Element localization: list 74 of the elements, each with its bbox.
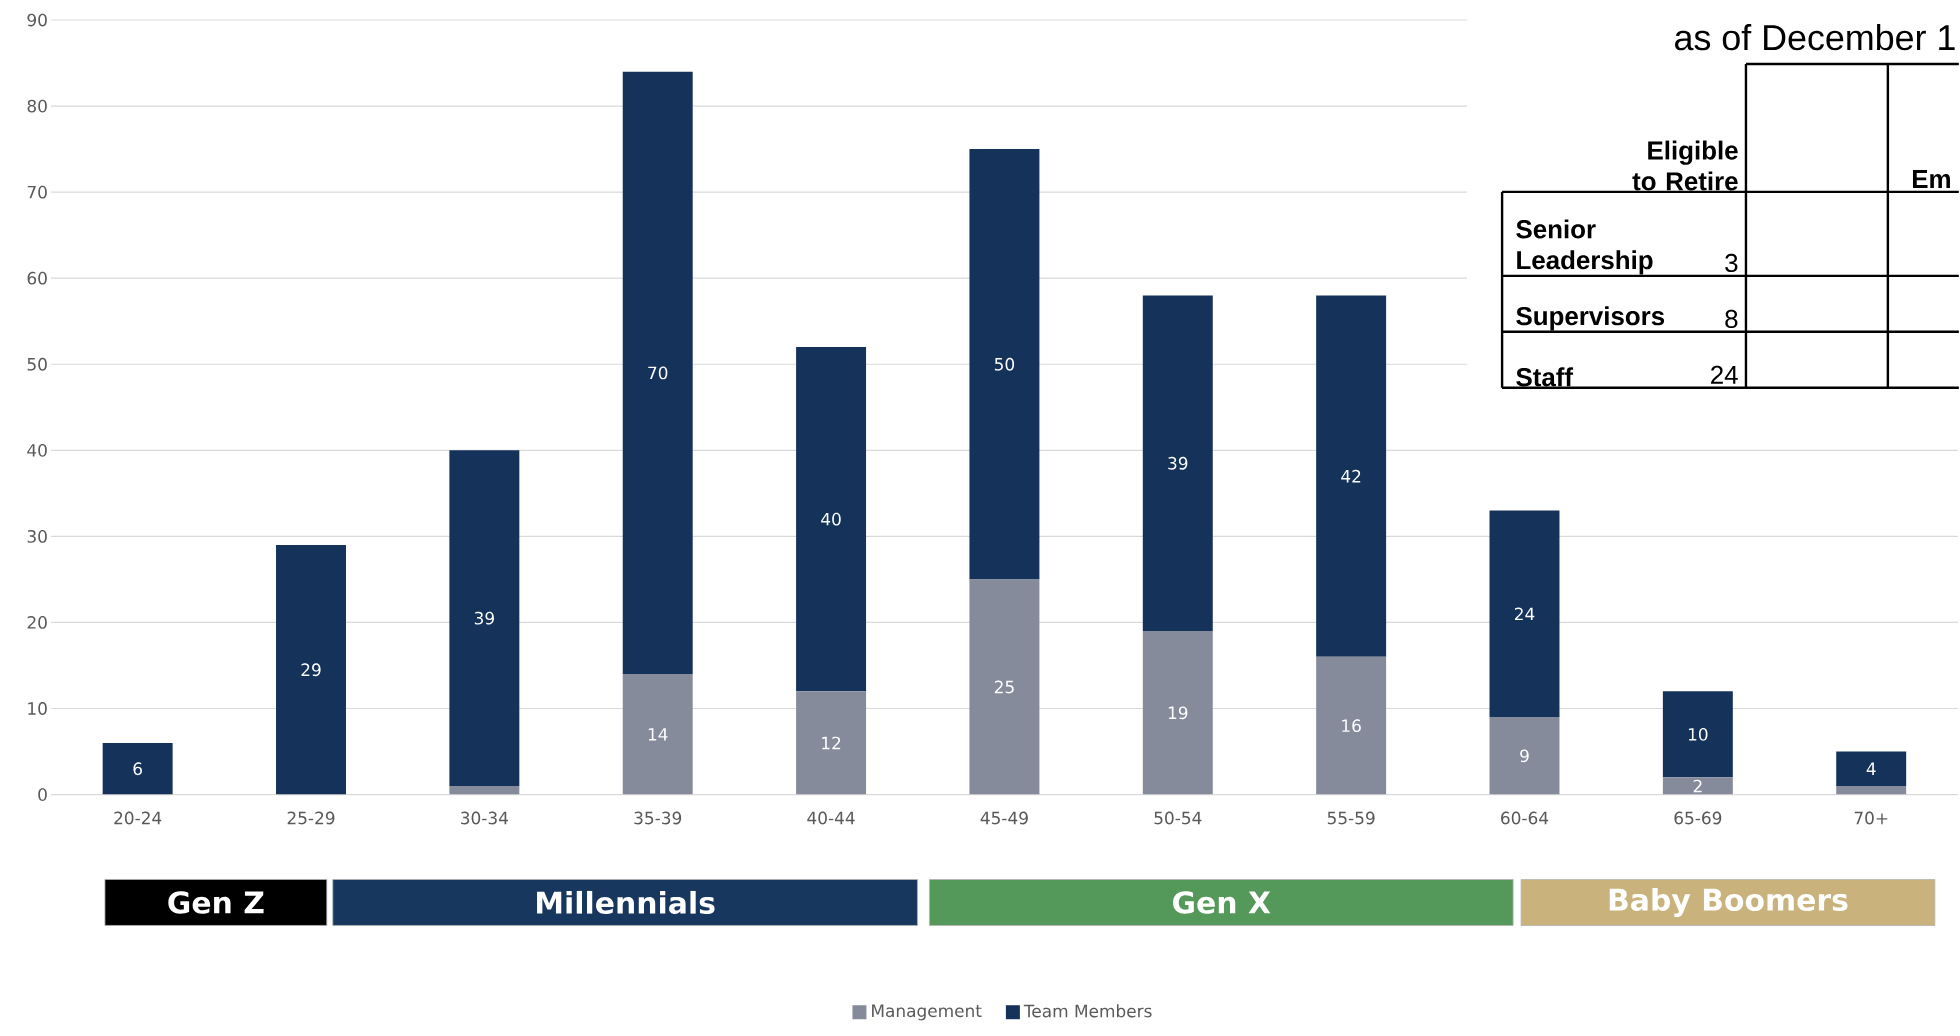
bar — [102, 742, 173, 795]
bar — [969, 579, 1040, 795]
bar — [622, 673, 693, 795]
data-label: 25 — [994, 680, 1014, 694]
bar — [1662, 777, 1733, 795]
annotation: Senior Leadership — [1516, 219, 1653, 275]
data-label: 50 — [994, 357, 1015, 371]
legend-label: Management — [872, 1004, 982, 1021]
data-label: 10 — [1688, 727, 1708, 741]
data-label: 19 — [1168, 706, 1188, 720]
y-tick-label: 0 — [38, 787, 47, 801]
data-label: 16 — [1342, 719, 1361, 732]
x-tick-label: 70+ — [1854, 811, 1888, 825]
bar — [1489, 716, 1560, 795]
annotation: 24 — [1711, 365, 1738, 384]
x-tick-label: 55-59 — [1327, 811, 1375, 825]
y-tick-label: 70 — [27, 185, 47, 199]
data-label: 40 — [821, 512, 841, 526]
data-label: 24 — [1514, 607, 1535, 620]
x-tick-label: 20-24 — [114, 811, 162, 825]
bar — [622, 71, 693, 674]
bar — [449, 450, 520, 786]
bar — [276, 544, 346, 795]
y-tick-label: 20 — [27, 615, 47, 629]
y-tick-label: 10 — [28, 701, 47, 715]
data-label: 39 — [474, 611, 494, 625]
bar — [1836, 751, 1907, 786]
x-tick-label: 30-34 — [461, 811, 508, 825]
data-label: 39 — [1168, 456, 1188, 470]
bar — [1662, 691, 1733, 778]
data-label: 12 — [822, 736, 841, 750]
x-tick-label: 60-64 — [1501, 811, 1549, 825]
data-label: 70 — [648, 366, 668, 380]
y-tick-label: 30 — [27, 529, 47, 543]
x-tick-label: 40-44 — [807, 811, 855, 825]
bar — [449, 785, 520, 795]
data-label: 14 — [648, 727, 668, 741]
annotation: Staff — [1516, 367, 1574, 387]
data-label: 9 — [1520, 749, 1529, 763]
text: Baby Boomers — [1609, 887, 1848, 917]
bar — [1142, 295, 1213, 631]
data-label: 4 — [1866, 762, 1876, 775]
bar — [1489, 510, 1560, 717]
data-label: 6 — [133, 762, 142, 775]
bar — [969, 148, 1040, 580]
annotation: Supervisors — [1516, 306, 1665, 331]
data-label: 29 — [301, 663, 321, 676]
data-label: 42 — [1341, 469, 1361, 483]
text: Gen X — [1173, 890, 1271, 914]
bar — [1836, 785, 1907, 795]
annotation: 3 — [1725, 253, 1738, 272]
bar — [1316, 656, 1387, 795]
text: Gen Z — [168, 890, 264, 914]
bar — [796, 346, 867, 692]
y-tick-label: 80 — [27, 99, 47, 113]
annotation: Eligible to Retire — [1632, 140, 1738, 191]
annotation: as of December 1 — [1675, 23, 1955, 51]
x-tick-label: 35-39 — [634, 811, 682, 825]
y-tick-label: 50 — [27, 357, 47, 371]
annotation: Em — [1912, 169, 1950, 188]
y-tick-label: 60 — [27, 271, 47, 285]
annotation: 8 — [1725, 309, 1738, 328]
legend-label: Team Members — [1023, 1004, 1152, 1018]
x-tick-label: 45-49 — [980, 811, 1028, 825]
x-tick-label: 25-29 — [287, 811, 335, 825]
x-tick-label: 65-69 — [1674, 811, 1722, 825]
data-label: 2 — [1693, 779, 1702, 793]
bar — [796, 691, 867, 795]
bar — [1316, 295, 1387, 657]
text: Millennials — [537, 890, 715, 914]
y-tick-label: 90 — [27, 13, 47, 27]
y-tick-label: 40 — [27, 443, 47, 457]
x-tick-label: 50-54 — [1154, 811, 1202, 825]
bar — [1142, 630, 1213, 795]
